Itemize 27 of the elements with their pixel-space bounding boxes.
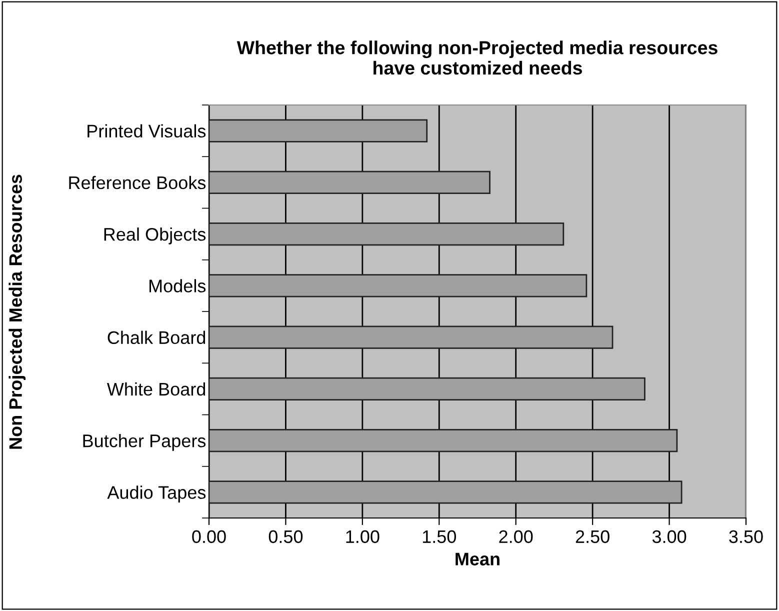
bar xyxy=(209,222,564,246)
bar xyxy=(209,429,678,452)
y-tick-label: White Board xyxy=(106,382,206,396)
y-tick-label: Butcher Papers xyxy=(83,434,206,451)
y-tick-label: Printed Visuals xyxy=(88,124,206,138)
bar xyxy=(209,480,682,504)
bar xyxy=(209,377,646,400)
x-tick-label: 0.00 xyxy=(192,530,226,544)
y-tick-label: Chalk Board xyxy=(108,330,206,344)
chart-title: Whether the following non-Projected media resources have customized needs xyxy=(236,40,718,75)
x-tick-label: 0.50 xyxy=(268,530,303,544)
y-tick-label: Reference Books xyxy=(69,176,206,190)
x-tick-label: 2.00 xyxy=(499,530,533,544)
y-tick-label: Real Objects xyxy=(104,228,206,244)
bar xyxy=(209,170,490,194)
y-tick-label: Audio Tapes xyxy=(107,486,206,502)
bar xyxy=(209,119,428,142)
x-tick-label: 3.50 xyxy=(729,530,763,544)
x-tick-label: 3.00 xyxy=(652,530,686,544)
bar xyxy=(209,274,588,298)
y-axis-title: Non Projected Media Resources xyxy=(8,174,26,449)
x-tick-label: 1.00 xyxy=(346,530,380,544)
x-tick-label: 2.50 xyxy=(576,530,610,544)
x-tick-label: 1.50 xyxy=(422,530,456,544)
bar xyxy=(209,326,614,349)
x-axis-title: Mean xyxy=(456,552,500,566)
y-tick-label: Models xyxy=(150,279,206,292)
